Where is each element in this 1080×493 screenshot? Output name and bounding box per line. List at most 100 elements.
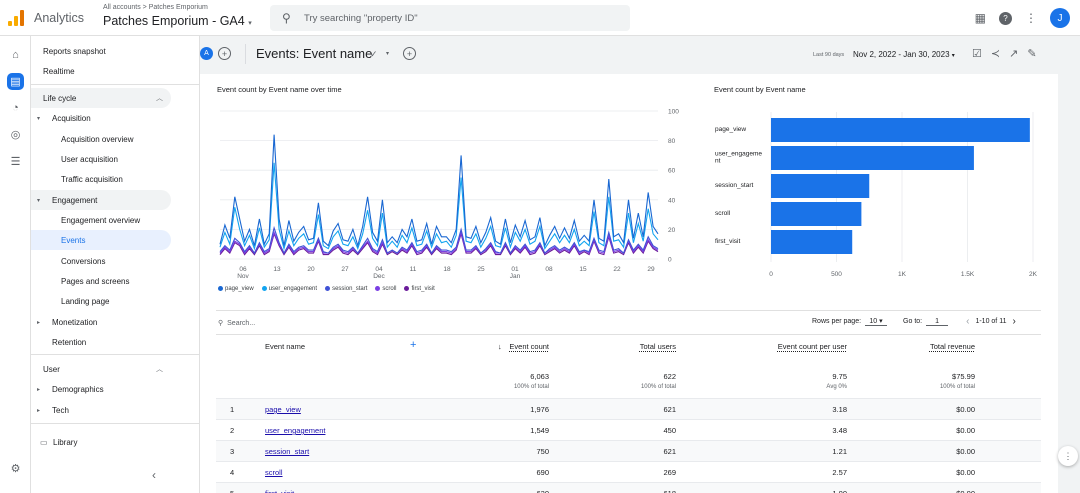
table-row[interactable]: 5 first_visit 620 618 1.00 $0.00 (216, 482, 1041, 493)
collapse-nav-icon[interactable]: ‹ (152, 468, 156, 482)
nav-tech[interactable]: ▸ Tech (31, 400, 171, 420)
table-row[interactable]: 2 user_engagement 1,549 450 3.48 $0.00 (216, 419, 1041, 440)
feedback-icon[interactable]: ⋮ (1058, 446, 1078, 466)
nav-landing-page[interactable]: Landing page (61, 296, 110, 306)
share-icon[interactable]: ≺ (990, 48, 1001, 60)
reports-icon[interactable]: ▤ (7, 73, 24, 90)
nav-events[interactable]: Events (31, 230, 171, 250)
row-index: 2 (230, 426, 235, 435)
total-per-user: 9.75 (832, 372, 847, 381)
edit-pencil-icon[interactable]: ✎ (1027, 48, 1037, 60)
sort-arrow-icon[interactable]: ↓ (498, 342, 502, 351)
analytics-logo-icon[interactable] (8, 10, 24, 26)
legend-item[interactable]: user_engagement (261, 286, 317, 292)
series-line-first_visit[interactable] (219, 231, 659, 256)
bar-chart[interactable]: 0 500 1K 1.5K 2K page_view user_engagement sess… (708, 104, 1038, 284)
table-row[interactable]: 1 page_view 1,976 621 3.18 $0.00 (216, 398, 1041, 419)
advertising-icon[interactable]: ◎ (10, 129, 21, 141)
customize-report-icon[interactable]: ☑ (972, 48, 982, 60)
caret-down-icon[interactable]: ▾ (386, 51, 390, 57)
nav-section-life-cycle[interactable]: Life cycle ︿ (31, 88, 171, 108)
breadcrumb[interactable]: All accounts > Patches Emporium (103, 4, 208, 11)
more-vert-icon[interactable]: ⋮ (1025, 11, 1037, 25)
legend-item[interactable]: page_view (218, 286, 254, 292)
bar[interactable] (771, 230, 853, 254)
series-line-user_engagement[interactable] (219, 162, 659, 251)
row-index: 5 (230, 489, 234, 493)
nav-pages-and-screens[interactable]: Pages and screens (61, 276, 130, 286)
series-line-session_start[interactable] (219, 225, 659, 255)
nav-engagement[interactable]: ▾ Engagement (31, 190, 171, 210)
bar[interactable] (771, 118, 1030, 142)
bar[interactable] (771, 146, 974, 170)
nav-user-acquisition[interactable]: User acquisition (61, 154, 118, 164)
event-name-link[interactable]: user_engagement (265, 426, 326, 435)
event-name-link[interactable]: page_view (265, 405, 301, 414)
report-title: Events: Event name (256, 46, 373, 61)
legend-item[interactable]: first_visit (404, 286, 435, 292)
nav-acquisition[interactable]: ▾ Acquisition (31, 108, 171, 128)
category-label: scroll (715, 210, 731, 217)
prev-page-icon[interactable]: ‹ (966, 316, 970, 327)
settings-gear-icon[interactable]: ⚙ (10, 463, 21, 475)
home-icon[interactable]: ⌂ (12, 48, 19, 61)
add-dimension-icon[interactable]: + (410, 339, 417, 351)
legend-item[interactable]: session_start (325, 286, 367, 292)
report-navigation: Reports snapshot Realtime Life cycle ︿ ▾ A… (31, 36, 200, 493)
date-range-picker[interactable]: Nov 2, 2022 - Jan 30, 2023 ▾ (853, 50, 955, 59)
caret-right-icon: ▸ (37, 407, 41, 414)
nav-monetization[interactable]: ▸ Monetization (31, 312, 171, 332)
avatar[interactable]: J (1050, 8, 1070, 28)
nav-reports-snapshot[interactable]: Reports snapshot (43, 46, 106, 56)
nav-label: Demographics (52, 384, 104, 394)
table-search[interactable]: ⚲ Search... (218, 319, 255, 327)
nav-library[interactable]: ▭ Library (31, 432, 171, 452)
rows-per-page-select[interactable]: 10 ▾ (865, 317, 888, 326)
property-selector[interactable]: Patches Emporium - GA4 ▾ (103, 14, 252, 28)
event-count-cell: 750 (536, 447, 549, 456)
comparison-badge[interactable]: A (200, 47, 213, 60)
next-page-icon[interactable]: › (1012, 316, 1016, 327)
insights-icon[interactable]: ↗ (1009, 48, 1019, 60)
search-box[interactable]: ⚲ Try searching "property ID" (270, 5, 630, 31)
nav-demographics[interactable]: ▸ Demographics (31, 379, 171, 399)
nav-traffic-acquisition[interactable]: Traffic acquisition (61, 174, 123, 184)
configure-icon[interactable]: ☰ (10, 156, 21, 168)
x-tick-label: 2K (1029, 271, 1038, 278)
check-circle-icon[interactable]: ✓ (370, 49, 378, 59)
caret-right-icon: ▸ (37, 319, 41, 326)
bar[interactable] (771, 202, 862, 226)
col-header-total-users[interactable]: Total users (639, 342, 676, 351)
goto-input[interactable]: 1 (926, 318, 949, 326)
nav-retention[interactable]: Retention (52, 337, 87, 347)
nav-conversions[interactable]: Conversions (61, 256, 106, 266)
search-input[interactable]: Try searching "property ID" (304, 13, 418, 24)
event-name-link[interactable]: session_start (265, 447, 310, 456)
col-header-event-name[interactable]: Event name (265, 342, 306, 351)
table-row[interactable]: 3 session_start 750 621 1.21 $0.00 (216, 440, 1041, 461)
col-header-event-count[interactable]: Event count (509, 342, 549, 351)
y-tick-label: 20 (668, 227, 676, 234)
table-search-input[interactable]: Search... (227, 320, 256, 327)
bar[interactable] (771, 174, 870, 198)
nav-engagement-overview[interactable]: Engagement overview (61, 215, 141, 225)
nav-label: Library (53, 437, 78, 447)
nav-acquisition-overview[interactable]: Acquisition overview (61, 134, 134, 144)
per-user-cell: 1.21 (832, 447, 847, 456)
apps-grid-icon[interactable]: ▦ (974, 11, 986, 25)
rows-per-page-label: Rows per page: (812, 318, 862, 325)
help-icon[interactable]: ? (999, 11, 1012, 25)
event-name-link[interactable]: first_visit (265, 489, 294, 493)
series-line-page_view[interactable] (219, 134, 659, 248)
legend-item[interactable]: scroll (375, 286, 396, 292)
nav-realtime[interactable]: Realtime (43, 66, 75, 76)
table-row[interactable]: 4 scroll 690 269 2.57 $0.00 (216, 461, 1041, 482)
col-header-event-count-per-user[interactable]: Event count per user (777, 342, 847, 351)
add-filter-icon[interactable]: + (403, 47, 416, 60)
add-comparison-icon[interactable]: + (218, 47, 231, 60)
nav-section-user[interactable]: User ︿ (31, 359, 171, 379)
explore-icon[interactable]: ◔ (12, 101, 19, 114)
event-name-link[interactable]: scroll (265, 468, 283, 477)
col-header-total-revenue[interactable]: Total revenue (929, 342, 975, 351)
